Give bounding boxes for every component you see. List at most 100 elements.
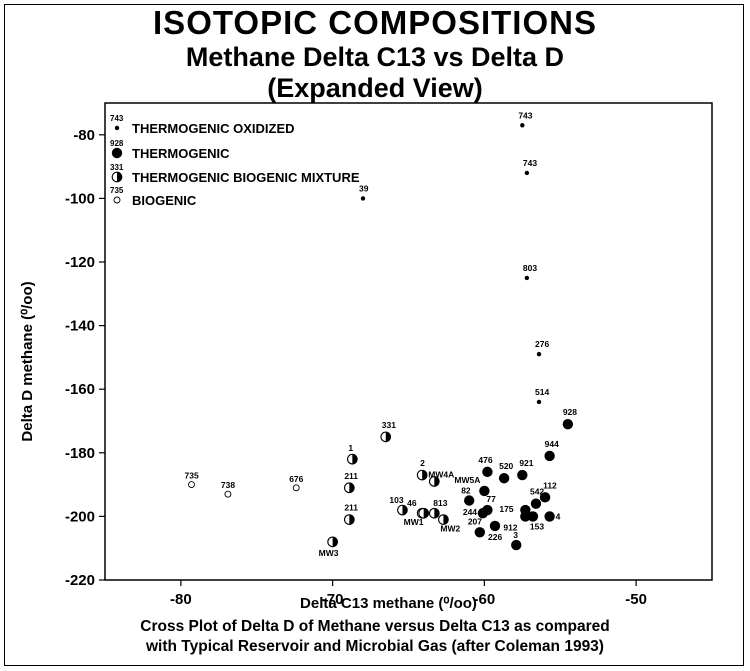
data-point-label: 39 xyxy=(359,183,369,193)
data-point-mixture xyxy=(397,504,408,516)
data-point-thermogenic xyxy=(520,511,531,522)
data-point-label: 476 xyxy=(478,455,492,465)
data-point-label: 735 xyxy=(184,471,198,481)
legend-label: THERMOGENIC BIOGENIC MIXTURE xyxy=(132,170,360,185)
data-point-label: 207 xyxy=(468,516,482,526)
chart-subtitle-2: (Expanded View) xyxy=(267,73,483,103)
data-point-mixture xyxy=(428,507,440,519)
data-point-label: MW5A xyxy=(454,475,480,485)
data-point-label: 921 xyxy=(519,458,533,468)
data-point-label: 226 xyxy=(488,532,502,542)
data-point-thermogenic-oxidized xyxy=(536,352,542,357)
data-point-thermogenic xyxy=(498,473,510,484)
x-tick-label: -60 xyxy=(474,591,496,608)
data-point-mixture xyxy=(343,514,355,525)
data-point-label: MW4A xyxy=(428,469,454,479)
data-point-label: 103 xyxy=(389,495,403,505)
data-point-mixture xyxy=(416,469,428,481)
legend-marker-thermogenic-oxidized xyxy=(114,125,120,131)
y-tick-label: -180 xyxy=(65,445,95,462)
data-point-label: 738 xyxy=(221,480,235,490)
data-point-label: 676 xyxy=(289,474,303,484)
data-point-label: 331 xyxy=(382,420,396,430)
data-point-mixture xyxy=(438,514,449,525)
data-point-label: 743 xyxy=(523,158,537,168)
data-point-label: MW2 xyxy=(440,524,460,534)
data-point-thermogenic-oxidized xyxy=(524,275,530,281)
data-point-thermogenic-oxidized xyxy=(536,399,542,405)
caption-line-2: with Typical Reservoir and Microbial Gas… xyxy=(146,638,604,655)
data-point-biogenic xyxy=(224,490,232,498)
data-point-label: 46 xyxy=(407,498,417,508)
data-point-thermogenic xyxy=(544,511,555,522)
data-point-label: 276 xyxy=(535,339,549,349)
x-tick-label: -70 xyxy=(322,591,344,608)
figure-frame xyxy=(4,4,744,666)
data-point-label: 211 xyxy=(344,503,358,513)
x-tick-label: -50 xyxy=(625,591,647,608)
data-point-label: 912 xyxy=(503,522,517,532)
data-point-label: 944 xyxy=(545,439,559,449)
data-point-thermogenic xyxy=(530,498,542,509)
data-point-label: 211 xyxy=(344,471,358,481)
legend-marker-biogenic xyxy=(113,196,121,204)
data-point-label: 813 xyxy=(433,498,447,508)
data-point-label: 803 xyxy=(523,263,537,273)
data-point-label: 153 xyxy=(530,521,544,531)
data-point-label: MW3 xyxy=(319,548,339,558)
data-point-thermogenic xyxy=(489,520,501,532)
data-point-biogenic xyxy=(188,481,195,489)
data-point-thermogenic xyxy=(479,485,490,497)
data-point-thermogenic-oxidized xyxy=(520,123,525,128)
legend-sample-number: 331 xyxy=(110,163,124,172)
legend-label: THERMOGENIC OXIDIZED xyxy=(132,121,295,136)
data-point-thermogenic xyxy=(517,469,528,481)
data-point-thermogenic xyxy=(562,418,574,430)
data-point-label: 244 xyxy=(463,507,477,517)
chart-subtitle: Methane Delta C13 vs Delta D xyxy=(185,42,565,72)
data-point-biogenic xyxy=(292,484,300,492)
data-point-label: 542 xyxy=(530,487,544,497)
y-tick-label: -160 xyxy=(65,381,95,398)
data-point-mixture xyxy=(347,453,358,465)
data-point-thermogenic xyxy=(474,527,486,538)
y-tick-label: -200 xyxy=(65,508,95,525)
legend-label: THERMOGENIC xyxy=(132,146,230,161)
data-point-thermogenic xyxy=(464,495,475,506)
data-point-mixture xyxy=(343,482,355,494)
legend-label: BIOGENIC xyxy=(132,193,197,208)
y-tick-label: -220 xyxy=(65,572,95,589)
legend-sample-number: 735 xyxy=(110,186,124,195)
legend-sample-number: 743 xyxy=(110,114,124,123)
y-tick-label: -140 xyxy=(65,318,95,335)
data-point-label: 175 xyxy=(499,504,513,514)
data-point-thermogenic xyxy=(539,492,551,503)
data-point-mixture xyxy=(428,476,440,487)
legend-marker-mixture xyxy=(111,171,123,183)
plot-area-frame xyxy=(104,102,713,581)
data-point-label: 928 xyxy=(563,407,577,417)
x-tick-label: -80 xyxy=(170,591,192,608)
x-axis-title: Delta C13 methane (⁰/oo) xyxy=(300,595,477,612)
y-tick-label: -120 xyxy=(65,254,95,271)
data-point-label: 743 xyxy=(518,110,532,120)
data-point-label: MW1 xyxy=(404,517,424,527)
data-point-label: 77 xyxy=(486,494,496,504)
data-point-thermogenic-oxidized xyxy=(360,196,366,201)
y-tick-label: -100 xyxy=(65,190,95,207)
data-point-thermogenic xyxy=(544,450,555,462)
data-point-thermogenic xyxy=(482,504,493,516)
data-point-mixture xyxy=(418,507,430,519)
y-tick-label: -80 xyxy=(73,127,95,144)
chart-title: ISOTOPIC COMPOSITIONS xyxy=(153,4,597,41)
y-axis-title: Delta D methane (⁰/oo) xyxy=(19,281,36,441)
data-point-label: 514 xyxy=(535,387,549,397)
data-point-label: 112 xyxy=(543,480,557,490)
data-point-label: 82 xyxy=(461,486,471,496)
data-point-thermogenic-oxidized xyxy=(524,170,530,176)
data-point-thermogenic xyxy=(527,511,539,522)
data-point-label: 3 xyxy=(513,530,518,540)
legend-sample-number: 928 xyxy=(110,139,124,148)
data-point-label: 1 xyxy=(348,443,353,453)
